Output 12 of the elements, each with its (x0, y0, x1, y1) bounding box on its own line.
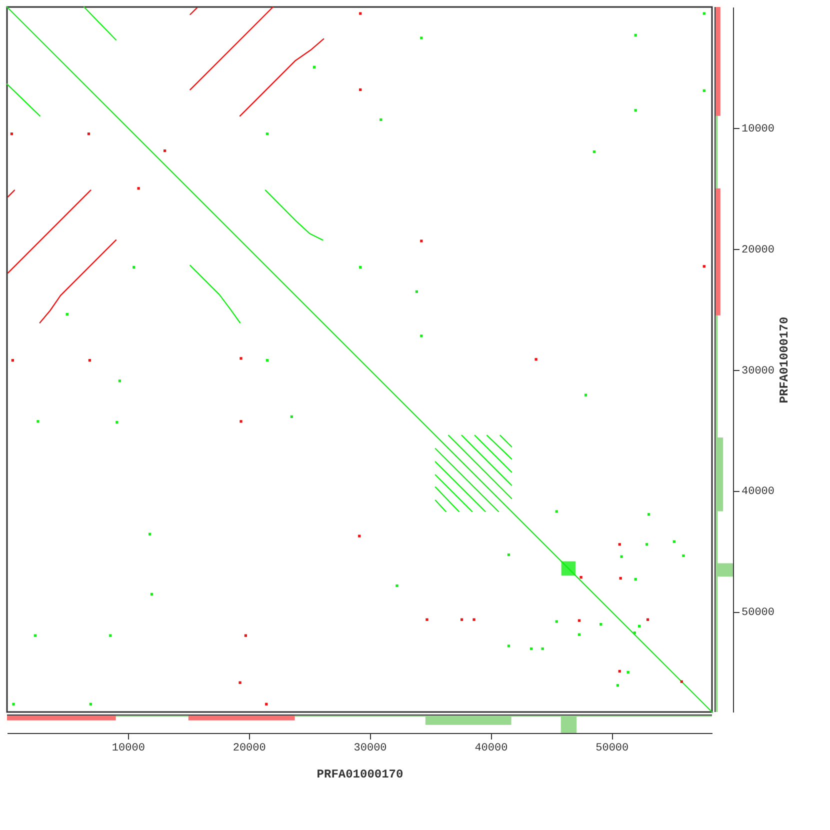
y-tick-label: 10000 (742, 123, 775, 136)
x-tick-label: 20000 (232, 742, 266, 754)
x-tick-label: 40000 (474, 742, 508, 754)
x-tick-label: 10000 (112, 742, 145, 754)
y-tick-label: 40000 (742, 486, 775, 498)
x-axis-title: PRFA01000170 (316, 768, 404, 782)
y-tick-label: 50000 (742, 607, 775, 620)
x-tick-label: 50000 (596, 742, 629, 754)
y-tick-label: 20000 (742, 244, 775, 256)
y-axis-title: PRFA01000170 (778, 316, 792, 404)
x-tick-label: 30000 (354, 742, 387, 754)
y-tick-label: 30000 (742, 365, 775, 378)
